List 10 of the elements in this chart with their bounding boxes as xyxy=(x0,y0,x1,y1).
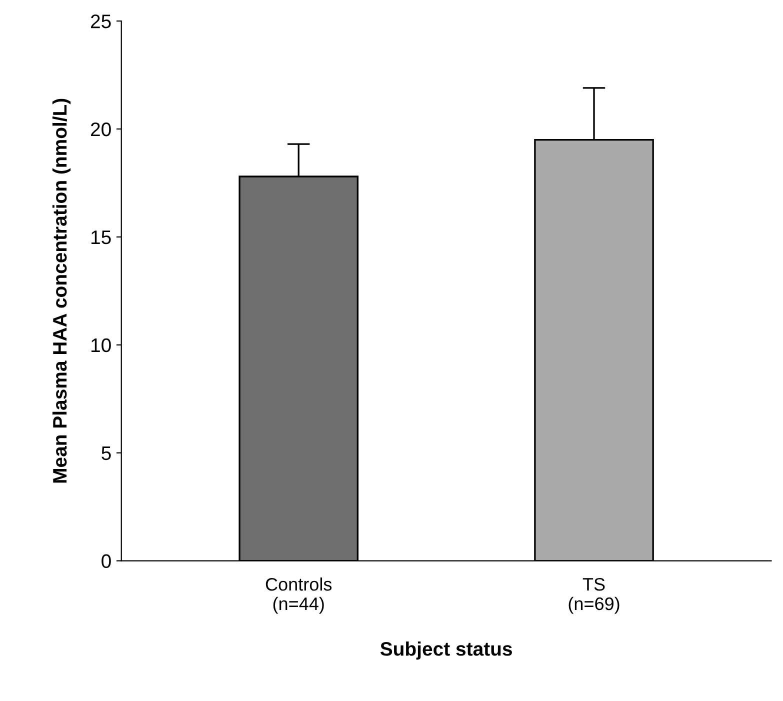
y-tick-label: 0 xyxy=(102,554,111,568)
x-tick-label: Controls (n=44) xyxy=(266,577,332,614)
y-tick-label: 10 xyxy=(92,338,111,352)
y-tick-label: 25 xyxy=(90,14,111,28)
y-tick-label: 20 xyxy=(90,122,111,136)
y-axis-title: Mean Plasma HAA concentration (nmol/L) xyxy=(52,98,71,483)
y-tick-label: 5 xyxy=(102,446,111,460)
y-tick-label: 15 xyxy=(92,230,111,244)
x-tick-label: TS (n=69) xyxy=(568,578,620,614)
x-axis-title: Subject status xyxy=(380,642,512,660)
